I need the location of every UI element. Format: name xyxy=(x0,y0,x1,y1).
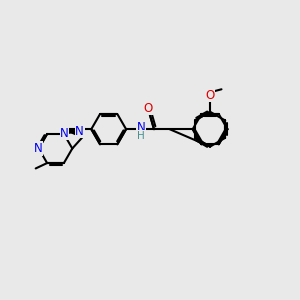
Text: O: O xyxy=(206,89,215,102)
Text: N: N xyxy=(75,124,84,138)
Text: N: N xyxy=(137,121,146,134)
Text: H: H xyxy=(137,131,145,141)
Text: O: O xyxy=(143,102,153,115)
Text: N: N xyxy=(34,142,43,155)
Text: N: N xyxy=(60,127,69,140)
